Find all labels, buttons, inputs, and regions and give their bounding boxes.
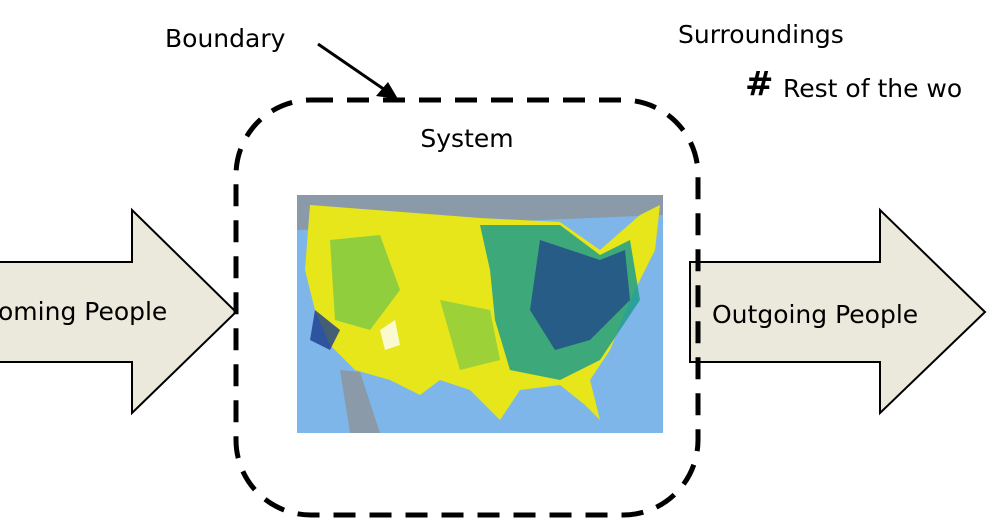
us-map bbox=[297, 195, 663, 433]
surroundings-label: Surroundings bbox=[678, 20, 844, 49]
outgoing-arrow bbox=[689, 207, 987, 416]
surroundings-symbol: # bbox=[745, 65, 774, 105]
surroundings-note: Rest of the wo bbox=[783, 74, 962, 103]
boundary-pointer-head bbox=[376, 82, 398, 99]
incoming-arrow bbox=[0, 207, 238, 416]
boundary-label: Boundary bbox=[165, 24, 286, 53]
system-label: System bbox=[420, 124, 513, 153]
boundary-pointer bbox=[317, 42, 389, 94]
system-boundary bbox=[233, 97, 701, 518]
incoming-label: oming People bbox=[0, 297, 167, 326]
outgoing-label: Outgoing People bbox=[712, 300, 918, 329]
